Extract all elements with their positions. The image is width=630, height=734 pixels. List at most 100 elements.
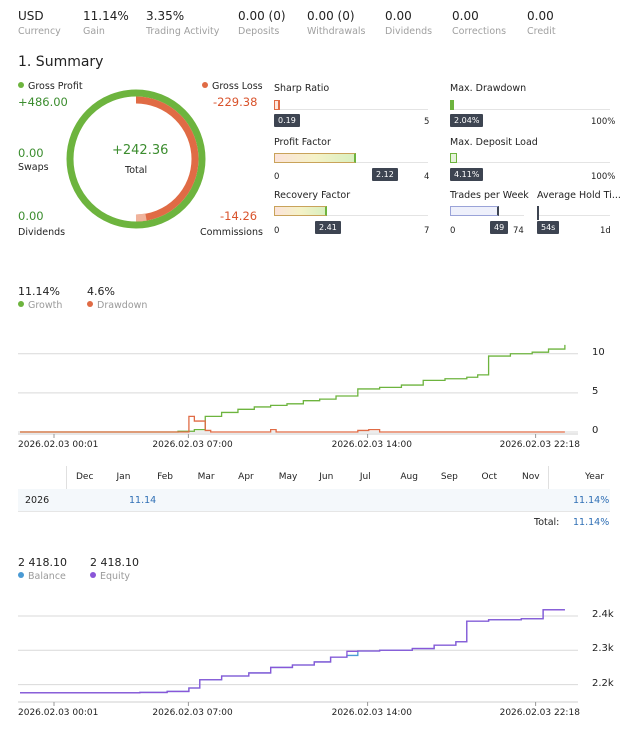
max-drawdown-tag: 2.04% — [450, 114, 484, 127]
series-line-drawdown — [20, 415, 565, 433]
total-label: Total — [125, 165, 148, 176]
drawdown-legend: Drawdown — [87, 300, 147, 311]
equity-dot-icon — [90, 572, 96, 578]
sharp-ratio-max: 5 — [424, 117, 430, 127]
max-drawdown-track — [450, 100, 610, 110]
swaps-value: 0.00 — [18, 146, 44, 160]
month-header-mar: Mar — [197, 472, 215, 482]
max-deposit-load-max: 100% — [591, 172, 616, 182]
recovery-factor-tag: 2.41 — [315, 221, 341, 234]
stat-value: 0.00 — [452, 9, 479, 23]
stat-label: Corrections — [452, 26, 507, 37]
profit-factor-max: 4 — [424, 172, 430, 182]
series-line-equity — [20, 609, 565, 694]
growth-legend: Growth — [18, 300, 62, 311]
stat-value: 0.00 (0) — [238, 9, 286, 23]
equity-legend: Equity — [90, 571, 130, 582]
table-bottom-line — [18, 511, 610, 512]
months-header: Dec Jan Feb Mar Apr May Jun Jul Aug Sep Oct Nov Yea… — [18, 466, 610, 512]
total-row-label: Total: — [534, 517, 560, 528]
x-tick-label: 2026.02.03 14:00 — [331, 440, 412, 450]
total-row-value: 11.14% — [573, 517, 610, 528]
stat-value: USD — [18, 9, 44, 23]
recovery-factor-bar — [274, 206, 327, 216]
avg-hold-time-bar — [537, 206, 539, 220]
profit-factor-min: 0 — [274, 172, 280, 182]
series-line-balance — [20, 609, 565, 694]
growth-label: Growth — [28, 300, 63, 311]
trades-per-week-min: 0 — [450, 226, 456, 236]
month-header-may: May — [278, 472, 298, 482]
avg-hold-time-tag: 54s — [537, 221, 560, 234]
stat-value: 11.14% — [83, 9, 129, 23]
summary-title: 1. Summary — [18, 54, 104, 70]
stat-label: Currency — [18, 26, 61, 37]
donut-loss-arc — [135, 96, 199, 222]
balance-value: 2 418.10 — [18, 556, 67, 569]
sharp-ratio-label: Sharp Ratio — [274, 83, 330, 94]
month-header-jan: Jan — [116, 472, 131, 482]
max-deposit-load-bar — [450, 153, 457, 163]
trades-per-week-label: Trades per Week — [450, 190, 529, 201]
avg-hold-time-track — [537, 206, 610, 216]
gross-profit-value: +486.00 — [18, 95, 68, 109]
year-row[interactable]: 2026 11.14 11.14% — [18, 489, 610, 511]
equity-value: 2 418.10 — [90, 556, 139, 569]
donut-profit-ring — [66, 89, 206, 229]
max-deposit-load-label: Max. Deposit Load — [450, 137, 538, 148]
avg-hold-time-max: 1d — [600, 226, 611, 236]
recovery-factor-label: Recovery Factor — [274, 190, 351, 201]
trades-per-week-tag: 49 — [490, 221, 509, 234]
sharp-ratio-bar — [274, 100, 280, 110]
balance-label: Balance — [28, 571, 66, 582]
stat-value: 3.35% — [146, 9, 185, 23]
stat-gain: 11.14% Gain — [83, 9, 129, 37]
jan-value[interactable]: 11.14 — [129, 495, 157, 506]
drawdown-label: Drawdown — [97, 300, 148, 311]
commissions-value: -14.26 — [220, 209, 258, 223]
month-header-aug: Aug — [400, 472, 418, 482]
growth-value: 11.14% — [18, 285, 60, 298]
gross-profit-legend: Gross Profit — [18, 81, 83, 92]
max-deposit-load-track — [450, 153, 610, 163]
profit-factor-tag: 2.12 — [372, 168, 398, 181]
x-tick-label: 2026.02.03 14:00 — [331, 708, 412, 718]
gross-profit-label: Gross Profit — [28, 81, 83, 92]
drawdown-value: 4.6% — [87, 285, 115, 298]
profit-factor-bar — [274, 153, 356, 163]
max-drawdown-max: 100% — [591, 117, 616, 127]
gross-loss-value: -229.38 — [213, 95, 258, 109]
x-tick-label: 2026.02.03 22:18 — [499, 708, 580, 718]
y-tick-label: 2.4k — [592, 609, 614, 620]
month-header-dec: Dec — [76, 472, 94, 482]
equity-label: Equity — [100, 571, 131, 582]
y-tick-label: 2.3k — [592, 643, 614, 655]
month-header-jun: Jun — [319, 472, 334, 482]
growth-chart — [18, 344, 578, 438]
stat-label: Dividends — [385, 26, 433, 37]
trades-per-week-bar — [450, 206, 499, 216]
max-drawdown-bar — [450, 100, 454, 110]
max-drawdown-label: Max. Drawdown — [450, 83, 527, 94]
summary-donut — [66, 89, 206, 229]
profit-factor-label: Profit Factor — [274, 137, 331, 148]
stat-label: Gain — [83, 26, 105, 37]
stat-value: 0.00 — [385, 9, 412, 23]
month-header-oct: Oct — [481, 472, 498, 482]
loss-dot-icon — [202, 82, 208, 88]
sharp-ratio-track — [274, 100, 428, 110]
stat-value: 0.00 — [527, 9, 554, 23]
year-header: Year — [585, 472, 605, 482]
x-tick-label: 2026.02.03 07:00 — [152, 440, 233, 450]
growth-dot-icon — [18, 301, 24, 307]
trades-per-week-max: 74 — [513, 226, 524, 236]
dividends-label: Dividends — [18, 227, 66, 238]
balance-legend: Balance — [18, 571, 66, 582]
recovery-factor-min: 0 — [274, 226, 280, 236]
stat-label: Trading Activity — [146, 26, 220, 37]
stat-value: 0.00 (0) — [307, 9, 355, 23]
max-deposit-load-tag: 4.11% — [450, 168, 484, 181]
sharp-ratio-tag: 0.19 — [274, 114, 300, 127]
drawdown-dot-icon — [87, 301, 93, 307]
month-header-sep: Sep — [440, 472, 458, 482]
